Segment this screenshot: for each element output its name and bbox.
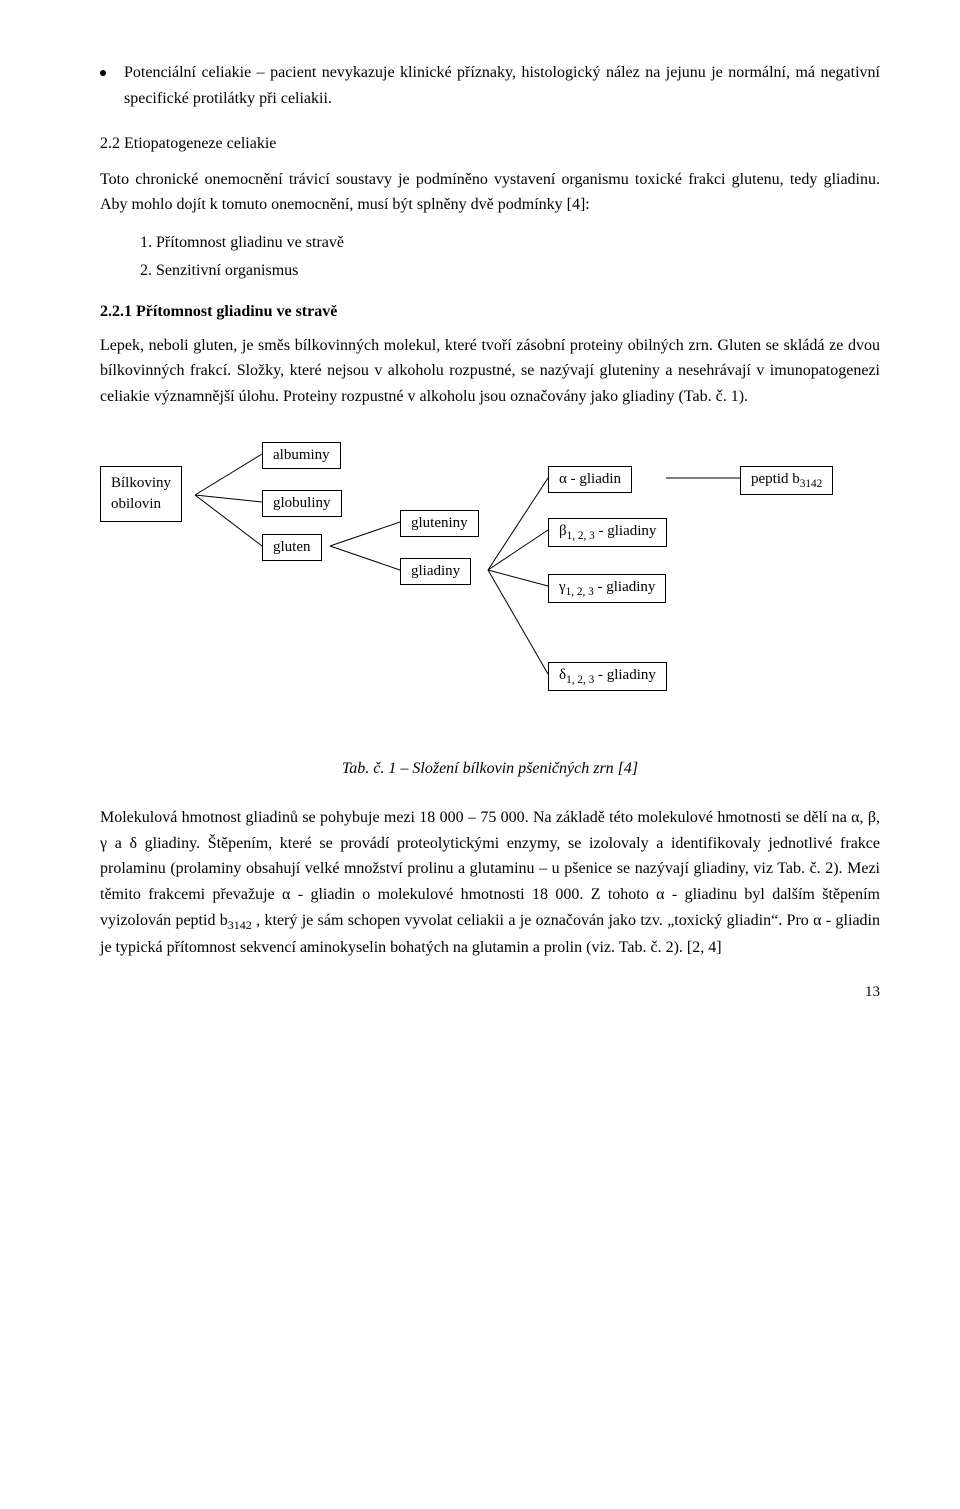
node-bilkoviny-line2: obilovin (111, 494, 171, 515)
node-gliadiny: gliadiny (400, 558, 471, 585)
bullet-dot-icon (100, 70, 106, 76)
node-delta-gliadiny: δ1, 2, 3 - gliadiny (548, 662, 667, 692)
beta-sub: 1, 2, 3 (567, 530, 595, 542)
section-2-2-1-par1: Lepek, neboli gluten, je směs bílkovinný… (100, 333, 880, 410)
node-albuminy: albuminy (262, 442, 341, 469)
peptid-sub: 3142 (800, 478, 823, 490)
node-beta-gliadiny: β1, 2, 3 - gliadiny (548, 518, 667, 548)
section-2-2-title: 2.2 Etiopatogeneze celiakie (100, 131, 880, 157)
numbered-list: 1. Přítomnost gliadinu ve stravě 2. Senz… (140, 230, 880, 283)
node-bilkoviny-line1: Bílkoviny (111, 473, 171, 494)
gamma-pre: γ (559, 579, 566, 595)
beta-pre: β (559, 523, 567, 539)
page-number: 13 (100, 980, 880, 1004)
peptid-pre: peptid b (751, 471, 800, 487)
numbered-item-2: 2. Senzitivní organismus (140, 258, 880, 284)
bullet-text: Potenciální celiakie – pacient nevykazuj… (124, 60, 880, 111)
node-gluten: gluten (262, 534, 322, 561)
gamma-sub: 1, 2, 3 (566, 586, 594, 598)
node-gluteniny: gluteniny (400, 510, 479, 537)
delta-post: - gliadiny (594, 667, 656, 683)
body-after-sub: 3142 (228, 918, 252, 932)
diagram-caption: Tab. č. 1 – Složení bílkovin pšeničných … (100, 756, 880, 782)
caption-pre: Tab. č. (342, 760, 385, 777)
section-2-2-1-title: 2.2.1 Přítomnost gliadinu ve stravě (100, 299, 880, 325)
caption-post: 1 – Složení bílkovin pšeničných zrn [4] (384, 760, 638, 777)
node-globuliny: globuliny (262, 490, 342, 517)
node-alpha-gliadin: α - gliadin (548, 466, 632, 493)
node-gamma-gliadiny: γ1, 2, 3 - gliadiny (548, 574, 666, 604)
numbered-item-1: 1. Přítomnost gliadinu ve stravě (140, 230, 880, 256)
body-paragraph-after-diagram: Molekulová hmotnost gliadinů se pohybuje… (100, 805, 880, 960)
delta-sub: 1, 2, 3 (566, 674, 594, 686)
protein-diagram: Bílkoviny obilovin albuminy globuliny gl… (100, 430, 880, 750)
bullet-item: Potenciální celiakie – pacient nevykazuj… (100, 60, 880, 111)
section-2-2-par1: Toto chronické onemocnění trávicí sousta… (100, 167, 880, 218)
node-bilkoviny-obilovin: Bílkoviny obilovin (100, 466, 182, 522)
beta-post: - gliadiny (595, 523, 657, 539)
gamma-post: - gliadiny (594, 579, 656, 595)
node-peptid-b3142: peptid b3142 (740, 466, 833, 496)
